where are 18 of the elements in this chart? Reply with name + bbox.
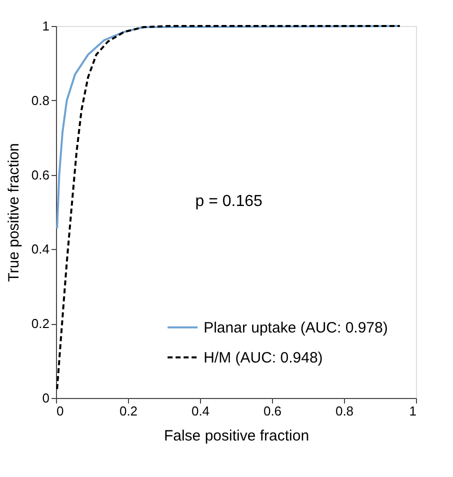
x-axis-title: False positive fraction — [164, 428, 310, 444]
legend-label: H/M (AUC: 0.948) — [204, 349, 323, 366]
line-series — [56, 25, 401, 390]
y-tick-label: 0.2 — [31, 316, 50, 332]
x-tick-label: 1 — [409, 404, 416, 418]
y-axis-title: True positive fraction — [5, 143, 22, 282]
y-tick-label: 0.4 — [31, 242, 50, 257]
y-tick-label: 0 — [42, 390, 50, 406]
x-tick-label: 0.8 — [335, 404, 354, 418]
legend-label: Planar uptake (AUC: 0.978) — [204, 319, 388, 336]
x-tick-label: 0 — [56, 404, 64, 418]
y-tick-label: 0.8 — [31, 92, 50, 108]
x-tick-label: 0.6 — [263, 404, 282, 418]
x-tick-label: 0.2 — [119, 404, 138, 418]
y-tick-label: 1 — [42, 18, 50, 34]
x-tick-label: 0.4 — [191, 404, 210, 418]
y-tick-label: 0.6 — [31, 167, 50, 182]
annotation: p = 0.165 — [195, 192, 262, 210]
